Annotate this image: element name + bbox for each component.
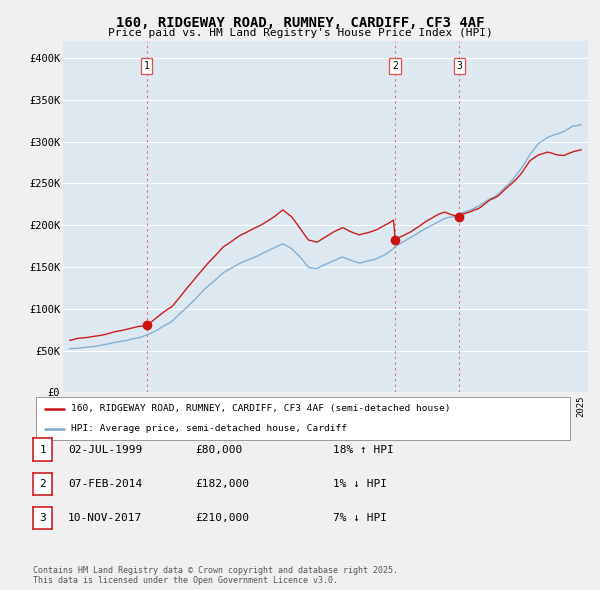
Text: Contains HM Land Registry data © Crown copyright and database right 2025.
This d: Contains HM Land Registry data © Crown c… (33, 566, 398, 585)
Text: 1% ↓ HPI: 1% ↓ HPI (333, 479, 387, 489)
Text: 02-JUL-1999: 02-JUL-1999 (68, 445, 142, 454)
Text: HPI: Average price, semi-detached house, Cardiff: HPI: Average price, semi-detached house,… (71, 424, 347, 434)
Text: 7% ↓ HPI: 7% ↓ HPI (333, 513, 387, 523)
Text: 3: 3 (457, 61, 463, 71)
Text: 10-NOV-2017: 10-NOV-2017 (68, 513, 142, 523)
Text: 2: 2 (392, 61, 398, 71)
Text: 07-FEB-2014: 07-FEB-2014 (68, 479, 142, 489)
Text: £210,000: £210,000 (195, 513, 249, 523)
Text: 1: 1 (143, 61, 149, 71)
Text: £80,000: £80,000 (195, 445, 242, 454)
Text: £182,000: £182,000 (195, 479, 249, 489)
Text: Price paid vs. HM Land Registry's House Price Index (HPI): Price paid vs. HM Land Registry's House … (107, 28, 493, 38)
Text: 160, RIDGEWAY ROAD, RUMNEY, CARDIFF, CF3 4AF (semi-detached house): 160, RIDGEWAY ROAD, RUMNEY, CARDIFF, CF3… (71, 404, 450, 413)
Text: 2: 2 (39, 479, 46, 489)
Text: 160, RIDGEWAY ROAD, RUMNEY, CARDIFF, CF3 4AF: 160, RIDGEWAY ROAD, RUMNEY, CARDIFF, CF3… (116, 16, 484, 30)
Text: 3: 3 (39, 513, 46, 523)
Text: 1: 1 (39, 445, 46, 454)
Text: 18% ↑ HPI: 18% ↑ HPI (333, 445, 394, 454)
